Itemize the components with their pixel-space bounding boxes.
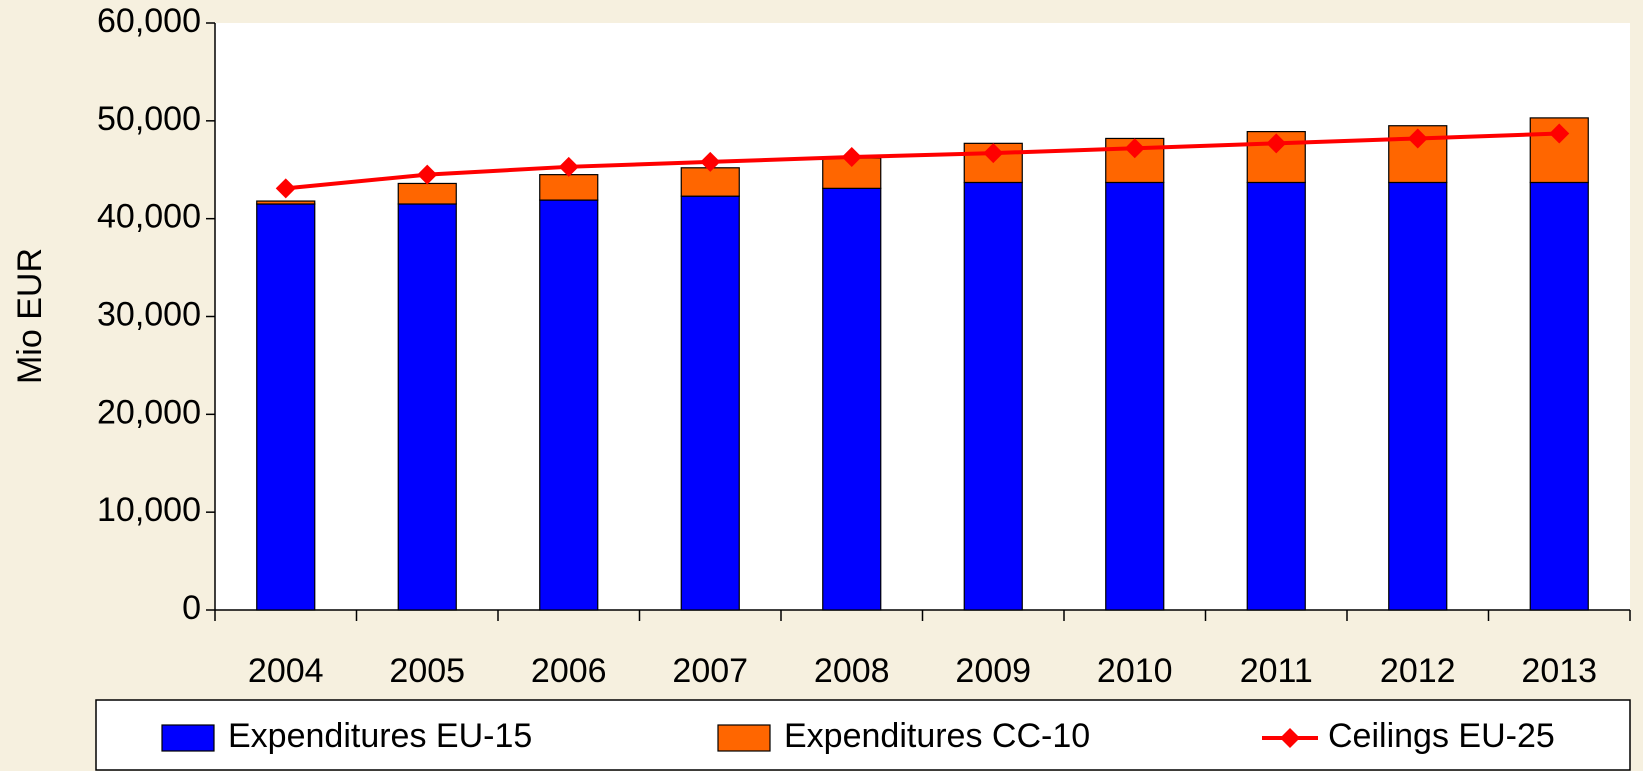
- x-tick-label: 2004: [248, 652, 324, 690]
- bar: [1388, 181, 1448, 611]
- legend-swatch: [161, 724, 215, 752]
- x-tick-label: 2013: [1521, 652, 1597, 690]
- bar: [1529, 181, 1589, 611]
- x-tick-label: 2011: [1240, 652, 1313, 690]
- bar: [1105, 181, 1165, 611]
- y-tick-label: 20,000: [97, 393, 201, 431]
- bar: [1246, 181, 1306, 611]
- legend-swatch: [717, 724, 771, 752]
- bar: [963, 181, 1023, 611]
- x-tick-label: 2010: [1097, 652, 1173, 690]
- legend-marker: [1280, 728, 1300, 748]
- bar: [680, 195, 740, 611]
- x-tick-label: 2007: [672, 652, 748, 690]
- marker: [983, 143, 1004, 164]
- marker: [841, 147, 862, 168]
- bar: [1529, 117, 1589, 184]
- x-tick-label: 2012: [1380, 652, 1456, 690]
- bar: [256, 200, 316, 205]
- bar: [539, 174, 599, 201]
- x-tick-label: 2008: [814, 652, 890, 690]
- legend-label: Expenditures EU-15: [228, 717, 532, 755]
- bar: [1246, 130, 1306, 184]
- marker: [1549, 123, 1570, 144]
- x-tick-label: 2006: [531, 652, 607, 690]
- bar: [539, 199, 599, 611]
- y-axis-label: Mio EUR: [11, 248, 49, 384]
- bar: [822, 187, 882, 611]
- bar: [256, 203, 316, 611]
- legend-label: Ceilings EU-25: [1328, 717, 1555, 755]
- legend-label: Expenditures CC-10: [784, 717, 1090, 755]
- y-tick-label: 30,000: [97, 295, 201, 333]
- bar: [397, 203, 457, 611]
- y-tick-label: 50,000: [97, 100, 201, 138]
- bar: [680, 167, 740, 197]
- y-tick-label: 60,000: [97, 2, 201, 40]
- marker: [417, 164, 438, 185]
- marker: [1124, 138, 1145, 159]
- x-tick-label: 2009: [955, 652, 1031, 690]
- y-tick-label: 0: [182, 589, 201, 627]
- x-tick-label: 2005: [389, 652, 465, 690]
- y-tick-label: 40,000: [97, 198, 201, 236]
- marker: [558, 156, 579, 177]
- marker: [1407, 128, 1428, 149]
- legend: [95, 699, 1631, 771]
- marker: [700, 151, 721, 172]
- bar: [397, 182, 457, 205]
- line: [285, 131, 1560, 191]
- marker: [275, 178, 296, 199]
- y-tick-label: 10,000: [97, 491, 201, 529]
- marker: [1266, 133, 1287, 154]
